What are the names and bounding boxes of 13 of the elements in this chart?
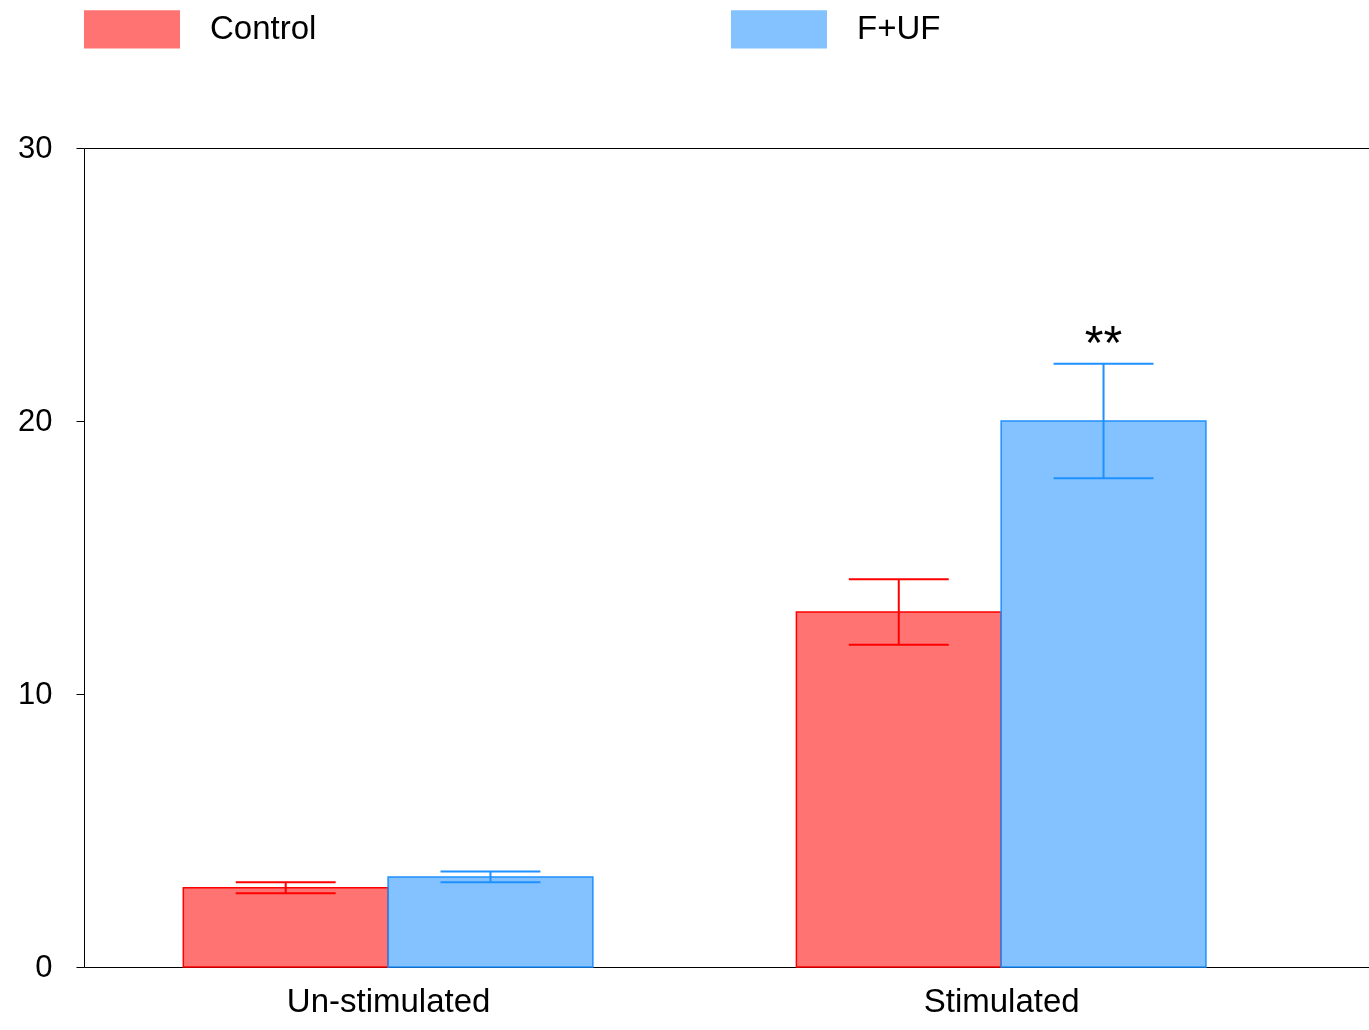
bar	[182, 887, 389, 968]
bar	[795, 611, 1002, 968]
legend-label: F+UF	[857, 9, 941, 47]
y-tick-label: 30	[18, 129, 53, 165]
x-tick-label: Stimulated	[923, 981, 1080, 1019]
x-tick-label: Un-stimulated	[286, 981, 491, 1019]
bar	[387, 876, 594, 968]
y-tick-label: 0	[35, 948, 53, 984]
y-tick-label: 20	[18, 402, 53, 438]
annotation: **	[1084, 315, 1123, 369]
legend-label: Control	[210, 9, 317, 47]
y-tick-label: 10	[18, 675, 53, 711]
bar	[1000, 420, 1207, 968]
